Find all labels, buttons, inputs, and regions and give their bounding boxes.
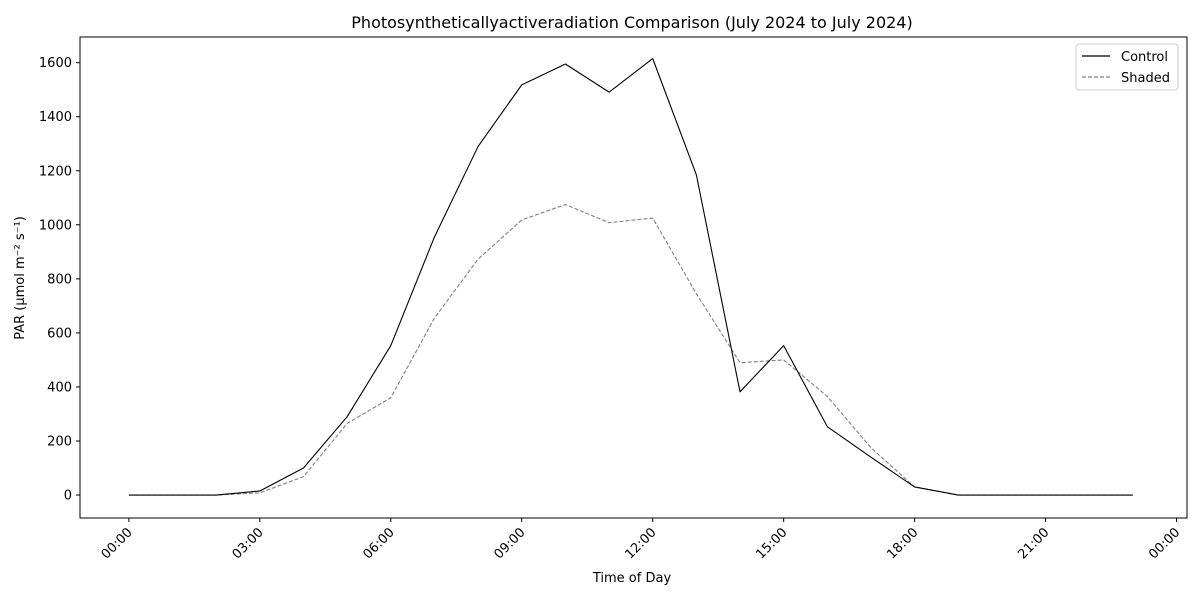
- x-tick-label: 06:00: [361, 525, 398, 562]
- y-tick-label: 0: [64, 489, 72, 504]
- legend-label-shaded: Shaded: [1121, 71, 1170, 86]
- y-axis-label: PAR (μmol m⁻² s⁻¹): [13, 216, 28, 340]
- series-line-control: [128, 58, 1133, 496]
- y-tick-label: 1400: [39, 110, 72, 125]
- x-tick-label: 00:00: [1146, 525, 1183, 562]
- y-axis: 0 200 400 600 800 1000 1200 1400 1600: [39, 56, 80, 504]
- x-tick-label: 12:00: [622, 525, 659, 562]
- series-layer: [128, 58, 1133, 496]
- x-tick-label: 21:00: [1015, 525, 1052, 562]
- x-tick-label: 15:00: [753, 525, 790, 562]
- plot-frame: [79, 36, 1188, 519]
- x-tick-label: 00:00: [99, 525, 136, 562]
- y-tick-label: 1000: [39, 218, 72, 233]
- y-tick-label: 200: [47, 434, 72, 449]
- plot-area: [79, 36, 1188, 519]
- y-tick-label: 1600: [39, 56, 72, 71]
- x-axis: 00:00 03:00 06:00 09:00 12:00 15:00 18:00 21:00…: [99, 518, 1183, 562]
- y-tick-label: 800: [47, 272, 72, 287]
- legend: Control Shaded: [1075, 43, 1179, 91]
- x-tick-label: 03:00: [230, 525, 267, 562]
- y-tick-label: 1200: [39, 164, 72, 179]
- legend-label-control: Control: [1121, 50, 1168, 65]
- chart-title: Photosyntheticallyactiveradiation Compar…: [351, 13, 912, 32]
- x-tick-label: 18:00: [884, 525, 921, 562]
- y-tick-label: 400: [47, 380, 72, 395]
- x-tick-label: 09:00: [491, 525, 528, 562]
- y-tick-label: 600: [47, 326, 72, 341]
- series-line-shaded: [128, 203, 1133, 496]
- x-axis-label: Time of Day: [592, 571, 672, 586]
